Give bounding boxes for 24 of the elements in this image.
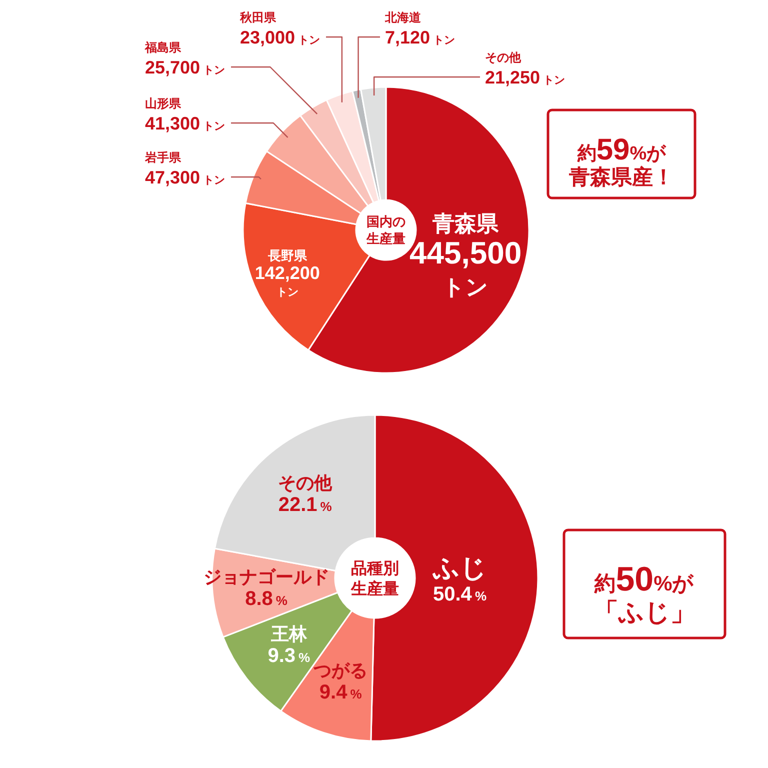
slice-label: ふじ — [432, 552, 487, 583]
slice-label: 北海道 — [384, 10, 422, 25]
slice-label: 長野県 — [266, 248, 308, 264]
slice-label: その他 — [278, 472, 334, 493]
slice-label: その他 — [485, 50, 522, 65]
data-label: 22.1% — [278, 494, 332, 516]
data-label: 8.8% — [245, 588, 288, 610]
slice-label: つがる — [312, 660, 368, 680]
slice-label: ジョナゴールド — [203, 567, 330, 588]
text: 国内の生産量 — [366, 214, 406, 246]
slice-label: 福島県 — [144, 40, 182, 55]
data-label: 445,500トン — [410, 236, 522, 300]
text: 約59%が青森県産！ — [568, 133, 674, 189]
slice-label: 青森県 — [432, 210, 500, 236]
slice-label: 山形県 — [145, 96, 182, 111]
data-label: 142,200トン — [254, 263, 320, 298]
slice-label: 岩手県 — [144, 150, 182, 165]
data-label: 9.4% — [319, 682, 362, 704]
text: 品種別生産量 — [350, 559, 399, 598]
data-label: 50.4% — [433, 584, 487, 606]
slice-label: 秋田県 — [239, 10, 277, 25]
data-label: 9.3% — [268, 645, 311, 668]
text: 約50%が「ふじ」 — [594, 560, 696, 627]
slice-label: 王林 — [270, 624, 308, 644]
